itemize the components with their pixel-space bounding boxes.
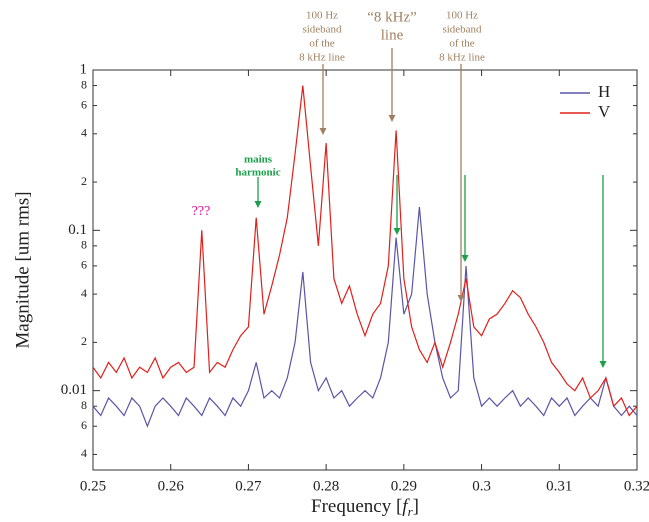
legend-label: V — [598, 102, 611, 121]
series-line — [92, 206, 638, 428]
annotation: harmonic — [235, 167, 280, 179]
x-label-subscript: r — [408, 504, 414, 519]
x-tick-label: 0.31 — [546, 478, 572, 494]
y-tick-label: 6 — [81, 418, 87, 432]
arrow-head — [319, 128, 327, 135]
series-line — [92, 85, 638, 417]
y-tick-label: 4 — [81, 286, 87, 300]
annotation: 8 kHz line — [299, 52, 345, 64]
y-tick-label: 8 — [81, 398, 87, 412]
y-axis-label: Magnitude [um rms] — [12, 191, 33, 348]
arrow-head — [599, 361, 607, 368]
plot-frame — [92, 69, 638, 471]
arrow-head — [393, 228, 401, 235]
annotation: sideband — [302, 24, 342, 36]
x-label-text: Frequency [ — [311, 496, 402, 517]
arrow-head — [461, 255, 469, 262]
annotation: sideband — [442, 24, 482, 36]
y-tick-label: 4 — [81, 126, 87, 140]
annotation: mains — [244, 154, 273, 166]
annotation: of the — [309, 38, 334, 50]
arrow-head — [388, 115, 396, 122]
arrow-head — [254, 201, 262, 208]
x-tick-label: 0.29 — [391, 478, 417, 494]
x-tick-label: 0.32 — [624, 478, 649, 494]
x-label-symbol: f — [402, 496, 410, 517]
annotation: line — [381, 27, 404, 43]
x-tick-label: 0.27 — [235, 478, 262, 494]
x-tick-label: 0.3 — [472, 478, 491, 494]
y-tick-label: 6 — [81, 97, 87, 111]
legend-label: H — [598, 82, 610, 101]
y-tick-label: 0.01 — [61, 382, 87, 398]
arrow-head — [457, 295, 465, 302]
annotation: of the — [449, 38, 474, 50]
y-tick-label: 2 — [81, 174, 87, 188]
x-tick-label: 0.28 — [313, 478, 339, 494]
annotation: 100 Hz — [446, 10, 478, 22]
annotation: ??? — [192, 204, 211, 219]
x-axis-label: Frequency [fr] — [311, 496, 419, 519]
y-tick-label: 8 — [81, 238, 87, 252]
annotation: 8 kHz line — [439, 52, 485, 64]
annotation: “8 kHz” — [367, 9, 417, 25]
y-tick-label: 2 — [81, 334, 87, 348]
x-tick-label: 0.26 — [158, 478, 185, 494]
x-tick-label: 0.25 — [80, 478, 106, 494]
annotation: 100 Hz — [306, 10, 338, 22]
y-tick-label: 8 — [81, 77, 87, 91]
y-tick-label: 4 — [81, 446, 87, 460]
y-tick-label: 0.1 — [68, 222, 87, 238]
y-tick-label: 6 — [81, 258, 87, 272]
y-tick-label: 1 — [80, 61, 88, 77]
x-label-close: ] — [413, 496, 419, 517]
